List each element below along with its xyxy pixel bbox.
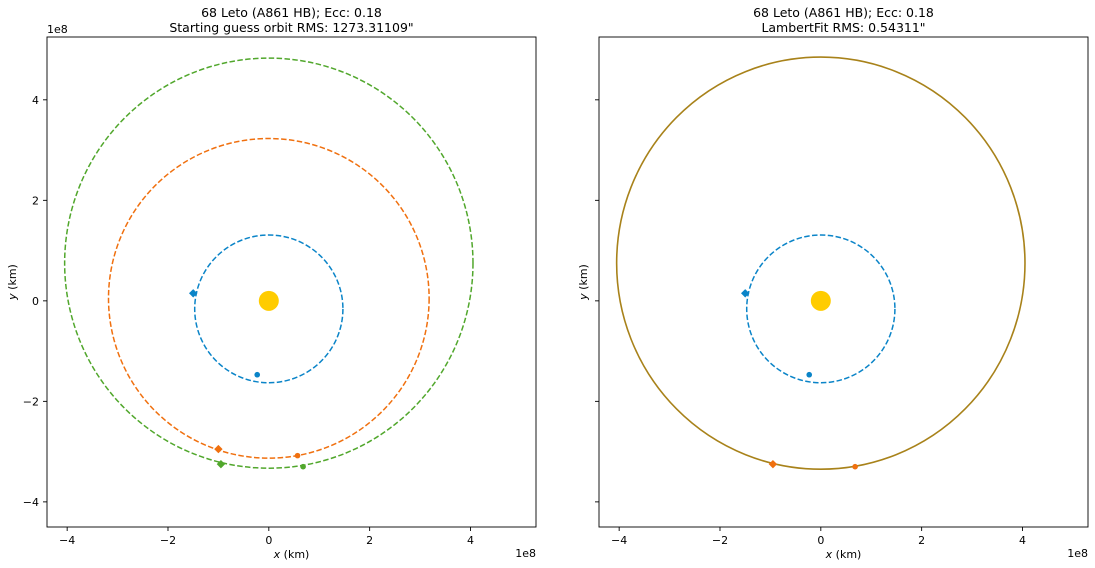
diamond-marker-3 <box>768 459 778 469</box>
orbit-path-3 <box>63 57 474 469</box>
x-tick-label: 2 <box>366 534 373 547</box>
x-offset-text: 1e8 <box>515 547 536 560</box>
circle-marker-2 <box>806 371 813 378</box>
y-tick-label: −2 <box>23 395 39 408</box>
x-tick-label: 0 <box>265 534 272 547</box>
orbit-path-2 <box>107 137 430 459</box>
chart-subtitle: LambertFit RMS: 0.54311" <box>761 20 925 35</box>
y-offset-text: 1e8 <box>47 23 68 36</box>
y-tick-label: 4 <box>32 94 39 107</box>
axes-frame <box>598 36 1089 528</box>
orbit-path-1 <box>745 234 896 384</box>
x-tick-label: −4 <box>611 534 627 547</box>
sun-marker <box>810 290 831 311</box>
plot-panel-1: −4 −2 0 2 4 −4 −2 0 2 4 1e8 1e8 68 Leto (A861 HB); E… <box>6 5 537 561</box>
chart-title: 68 Leto (A861 HB); Ecc: 0.18 <box>753 5 934 20</box>
diamond-marker-5 <box>216 459 226 469</box>
orbit-path-2 <box>615 56 1026 471</box>
axes-frame <box>46 36 537 528</box>
circle-marker-4 <box>294 452 301 459</box>
x-tick-label: −2 <box>160 534 176 547</box>
circle-marker-6 <box>300 463 306 470</box>
x-tick-label: 4 <box>467 534 474 547</box>
orbit-path-1 <box>193 234 344 384</box>
diamond-marker-3 <box>214 444 223 454</box>
x-offset-text: 1e8 <box>1067 547 1088 560</box>
diamond-marker-1 <box>740 289 750 298</box>
plot-panel-2: −4 −2 0 2 4 1e8 68 Leto (A861 HB); Ecc: 0.18La… <box>577 5 1089 561</box>
y-tick-label: −4 <box>23 496 39 509</box>
x-tick-label: −2 <box>712 534 728 547</box>
diamond-marker-1 <box>188 289 198 298</box>
x-tick-label: 2 <box>918 534 925 547</box>
chart-title: 68 Leto (A861 HB); Ecc: 0.18 <box>201 5 382 20</box>
x-axis-label: x (km) <box>825 548 862 561</box>
y-axis-label: y (km) <box>6 264 19 301</box>
circle-marker-2 <box>254 371 261 378</box>
x-tick-label: 0 <box>817 534 824 547</box>
y-tick-label: 2 <box>32 194 39 207</box>
plot-area <box>63 57 474 470</box>
sun-marker <box>258 290 279 311</box>
x-axis-label: x (km) <box>273 548 310 561</box>
y-tick-label: 0 <box>32 295 39 308</box>
x-tick-label: −4 <box>59 534 75 547</box>
y-axis-label: y (km) <box>577 264 590 301</box>
x-tick-label: 4 <box>1019 534 1026 547</box>
chart-subtitle: Starting guess orbit RMS: 1273.31109" <box>169 20 413 35</box>
plot-area <box>615 56 1026 471</box>
circle-marker-4 <box>852 463 858 470</box>
